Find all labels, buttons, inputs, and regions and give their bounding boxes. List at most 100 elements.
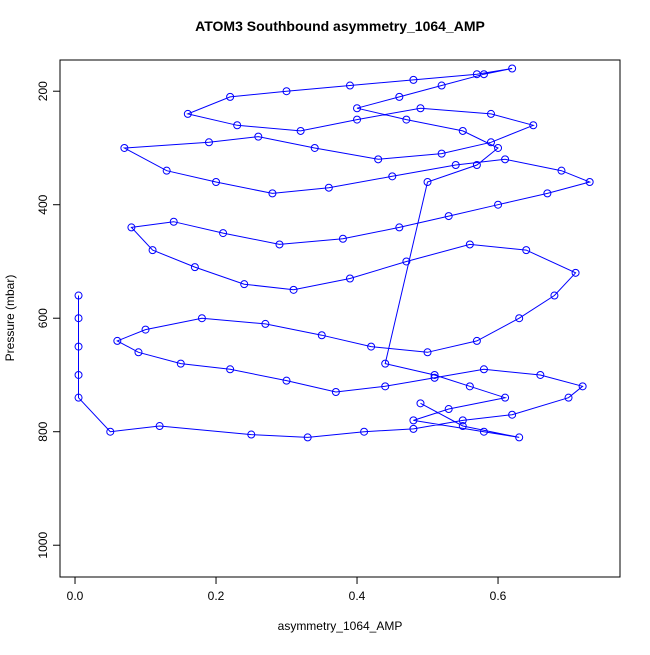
point [240,280,249,289]
point [296,126,305,135]
point [282,376,291,385]
point [381,359,390,368]
point [479,365,488,374]
point [543,189,552,198]
point [578,382,587,391]
y-axis-label: Pressure (mbar) [3,275,17,362]
point [197,314,206,323]
point [402,257,411,266]
x-tick-label: 0.0 [67,589,84,603]
point [550,291,559,300]
x-axis-label: asymmetry_1064_AMP [278,619,403,633]
point [324,183,333,192]
point [437,81,446,90]
point [557,166,566,175]
point [508,64,517,73]
point [353,115,362,124]
y-tick-label: 1000 [36,532,50,559]
point [472,336,481,345]
point [486,138,495,147]
point [113,336,122,345]
y-tick-label: 400 [36,194,50,214]
point [345,81,354,90]
point [367,342,376,351]
point [212,178,221,187]
point [74,342,83,351]
point [430,373,439,382]
point [515,314,524,323]
point [127,223,136,232]
point [494,143,503,152]
x-tick-label: 0.2 [208,589,225,603]
point [536,370,545,379]
point [494,200,503,209]
point [416,399,425,408]
x-tick-label: 0.6 [490,589,507,603]
point [458,416,467,425]
point [416,104,425,113]
chart-title: ATOM3 Southbound asymmetry_1064_AMP [195,18,485,34]
point [74,393,83,402]
point [409,424,418,433]
point [289,285,298,294]
point [522,246,531,255]
point [219,229,228,238]
point [353,104,362,113]
point [451,160,460,169]
point [374,155,383,164]
point [74,370,83,379]
point [402,115,411,124]
point [106,427,115,436]
point [585,178,594,187]
point [465,382,474,391]
point [444,212,453,221]
point [486,109,495,118]
point [141,325,150,334]
point [176,359,185,368]
point [226,365,235,374]
point [458,126,467,135]
point [247,430,256,439]
point [345,274,354,283]
point [423,348,432,357]
point [282,87,291,96]
point [508,410,517,419]
plot-frame [59,59,621,578]
point [360,427,369,436]
point [204,138,213,147]
point [338,234,347,243]
point [381,382,390,391]
point [564,393,573,402]
point [571,268,580,277]
point [162,166,171,175]
point [120,143,129,152]
point [409,75,418,84]
point [395,223,404,232]
point [515,433,524,442]
y-tick-label: 800 [36,421,50,441]
point [317,331,326,340]
point [275,240,284,249]
point [74,314,83,323]
point [155,422,164,431]
point [226,92,235,101]
point [529,121,538,130]
point [233,121,242,130]
point [148,246,157,255]
point [303,433,312,442]
point [423,178,432,187]
point [465,240,474,249]
point [74,291,83,300]
point [183,109,192,118]
point [190,263,199,272]
point [501,393,510,402]
point [134,348,143,357]
point [169,217,178,226]
point [409,416,418,425]
point [458,422,467,431]
point [479,427,488,436]
point [331,387,340,396]
x-tick-label: 0.4 [349,589,366,603]
y-tick-label: 600 [36,308,50,328]
